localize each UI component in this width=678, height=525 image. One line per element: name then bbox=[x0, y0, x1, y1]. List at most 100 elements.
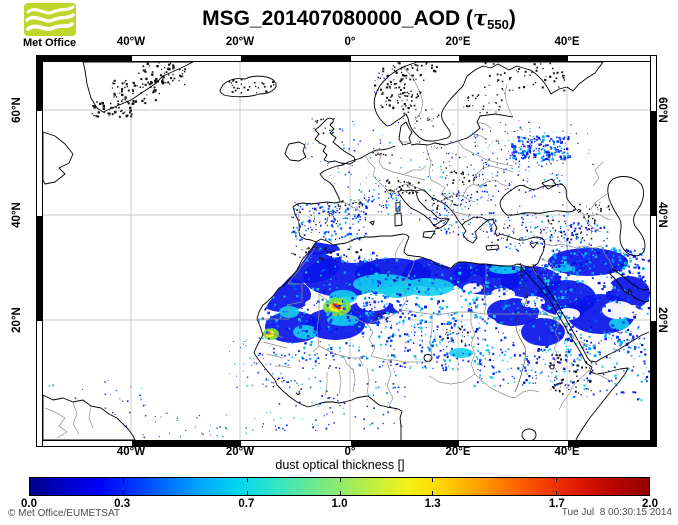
colorbar-tick bbox=[556, 491, 557, 495]
borders-europe bbox=[297, 66, 614, 276]
colorbar-tick bbox=[556, 478, 557, 482]
map-frame-top bbox=[36, 55, 657, 62]
speckle-group-finland bbox=[463, 89, 505, 117]
lon-label-top-40w: 40°W bbox=[116, 36, 146, 48]
speckle-group-atlas bbox=[291, 245, 363, 261]
colorbar-tick bbox=[340, 478, 341, 482]
title-suffix: ) bbox=[508, 7, 516, 30]
speckle-group-guinea-coast bbox=[278, 353, 406, 431]
lat-label-right-60n: 60°N bbox=[656, 97, 668, 123]
coast-greenland bbox=[82, 61, 194, 113]
borders-africa bbox=[44, 237, 614, 439]
speckle-group-s-france bbox=[358, 188, 402, 210]
speckle-group-alps bbox=[385, 180, 420, 195]
speckle-group-sudan bbox=[473, 317, 574, 388]
lon-label-top-20e: 20°E bbox=[445, 36, 471, 48]
speckle-group-carpathians bbox=[444, 170, 487, 187]
speckle-group-mesopotamia bbox=[548, 248, 651, 277]
speckle-group-ahaggar bbox=[375, 307, 395, 321]
lon-label-top-20w: 20°W bbox=[225, 36, 255, 48]
speckle-group-anatolia bbox=[483, 212, 569, 252]
speckle-group-egypt-nile bbox=[511, 262, 554, 315]
title-prefix: MSG_201407080000_AOD ( bbox=[202, 7, 473, 30]
lon-label-bottom-40e: 40°E bbox=[554, 446, 580, 458]
lake-tana bbox=[549, 364, 555, 370]
map-canvas bbox=[42, 61, 651, 442]
speckle-group-anatolia-mtn bbox=[503, 215, 596, 241]
lat-label-left-20n: 20°N bbox=[11, 307, 23, 333]
colorbar-tick-label: 0.3 bbox=[114, 498, 131, 510]
lake-victoria bbox=[521, 428, 537, 442]
speckle-group-iceland bbox=[228, 78, 275, 94]
coast-islands bbox=[369, 201, 539, 251]
speckle-group-russia-ne bbox=[511, 135, 571, 162]
speckle-group-iberia bbox=[291, 202, 368, 242]
coast-red-sea bbox=[519, 262, 591, 364]
speckle-group-eeurope-scatter bbox=[423, 144, 484, 179]
colorbar-label: dust optical thickness [] bbox=[275, 458, 405, 472]
speckle-group-kola bbox=[484, 62, 566, 92]
colorbar-tick-label: 2.0 bbox=[642, 498, 658, 510]
speckle-group-scotland bbox=[311, 118, 335, 135]
colorbar-tick bbox=[432, 478, 433, 482]
map-frame-left bbox=[36, 55, 43, 447]
timestamp-text: Tue Jul 8 00:30:15 2014 bbox=[561, 507, 672, 518]
map-frame-right bbox=[650, 55, 657, 447]
speckle-group-guinea-hills bbox=[272, 378, 302, 395]
colorbar-tick bbox=[123, 491, 124, 495]
met-office-logo-icon bbox=[24, 3, 76, 36]
logo-text: Met Office bbox=[23, 37, 77, 49]
coast-labrador bbox=[42, 131, 74, 185]
page-title: MSG_201407080000_AOD (τ550) bbox=[40, 5, 678, 32]
coast-europe-africa bbox=[292, 113, 546, 269]
lon-label-bottom-0: 0° bbox=[344, 446, 356, 458]
coast-iceland bbox=[219, 75, 277, 98]
speckle-group-norway-3 bbox=[399, 90, 422, 115]
coast-great-britain bbox=[314, 117, 356, 165]
lat-label-right-40n: 40°N bbox=[656, 202, 668, 228]
speckle-group-russia-scatter bbox=[473, 124, 594, 166]
country-borders bbox=[44, 66, 614, 439]
coast-denmark bbox=[398, 121, 413, 146]
lon-label-bottom-40w: 40°W bbox=[116, 446, 146, 458]
river-nile bbox=[512, 264, 530, 393]
speckle-group-sweden-s bbox=[414, 108, 440, 131]
lon-label-top-40e: 40°E bbox=[554, 36, 580, 48]
lat-label-right-20n: 20°N bbox=[656, 307, 668, 333]
speckle-group-ethiopia bbox=[548, 354, 593, 395]
colorbar-tick bbox=[247, 478, 248, 482]
lon-label-bottom-20e: 20°E bbox=[445, 446, 471, 458]
terrain-speckles bbox=[91, 62, 611, 395]
speckle-group-atlantic-s bbox=[158, 412, 277, 438]
speckle-group-horn bbox=[565, 330, 650, 402]
coastlines bbox=[42, 61, 650, 442]
colorbar-tick-label: 1.3 bbox=[424, 498, 441, 510]
lon-label-bottom-20w: 20°W bbox=[225, 446, 255, 458]
speckle-group-arabia bbox=[543, 247, 650, 358]
speckle-group-greenland-3 bbox=[91, 98, 135, 118]
coast-arabia-gulf bbox=[589, 268, 650, 363]
lon-label-top-0: 0° bbox=[344, 36, 356, 48]
coast-adriatic-italy bbox=[397, 189, 463, 230]
coast-black-sea bbox=[499, 178, 577, 216]
coast-horn-of-africa bbox=[575, 362, 629, 441]
speckle-group-norway-2 bbox=[392, 62, 438, 81]
colorbar-tick-label: 0.0 bbox=[21, 498, 37, 510]
speckle-group-dinarides bbox=[431, 192, 463, 210]
coast-ireland bbox=[284, 141, 307, 162]
speckle-group-tibesti bbox=[442, 324, 469, 345]
speckle-group-iberia-mtn bbox=[299, 208, 348, 227]
colorbar bbox=[29, 477, 650, 496]
colorbar-tick-label: 1.0 bbox=[331, 498, 348, 510]
colorbar-tick bbox=[432, 491, 433, 495]
colorbar-tick-label: 1.7 bbox=[548, 498, 565, 510]
speckle-group-pyrenees bbox=[337, 199, 364, 208]
colorbar-tick bbox=[247, 491, 248, 495]
speckle-group-offshore-wafrica bbox=[228, 337, 274, 389]
colorbar-tick-labels: 0.0 0.3 0.7 1.0 1.3 1.7 2.0 bbox=[21, 498, 658, 512]
lat-label-left-60n: 60°N bbox=[11, 97, 23, 123]
colorbar-tick bbox=[123, 478, 124, 482]
coast-atlantic-africa bbox=[253, 241, 403, 440]
lat-label-left-40n: 40°N bbox=[11, 202, 23, 228]
